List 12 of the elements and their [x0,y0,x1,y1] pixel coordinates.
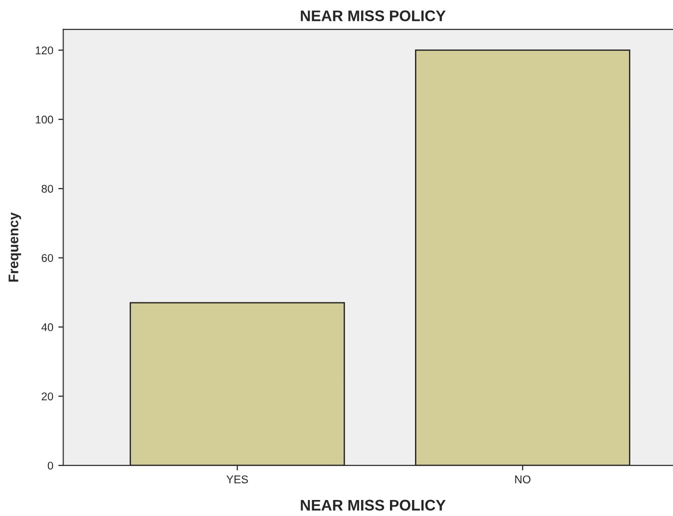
y-tick-label: 20 [42,392,54,400]
y-tick-label: 120 [36,46,54,54]
y-tick-label: 100 [36,116,54,124]
y-tick-label: 0 [48,462,54,470]
chart-title: NEAR MISS POLICY [300,10,446,22]
x-tick-label: YES [226,475,248,484]
y-axis-title: Frequency [8,212,22,282]
y-tick-label: 80 [42,184,54,193]
y-tick-label: 40 [41,323,54,332]
y-tick-label: 60 [42,254,54,262]
x-tick-label: NO [515,475,530,484]
x-axis-title: NEAR MISS POLICY [300,500,446,511]
